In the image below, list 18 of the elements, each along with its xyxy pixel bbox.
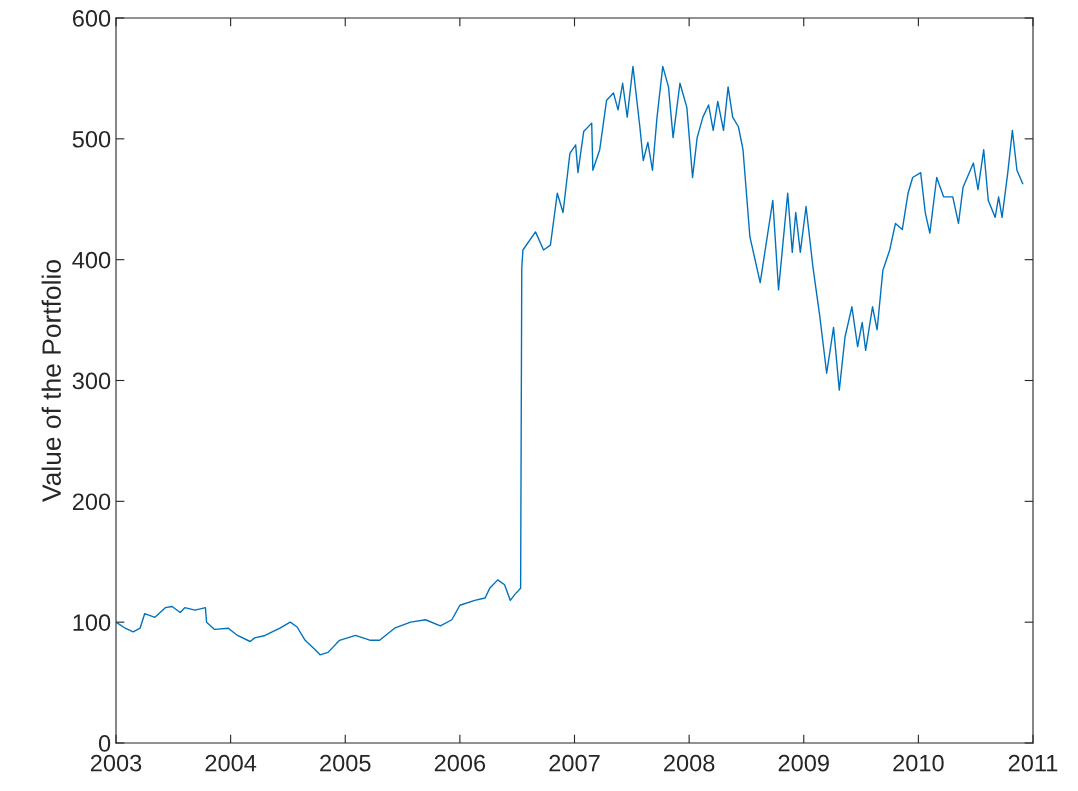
- x-tick-label: 2011: [1008, 754, 1058, 772]
- y-tick-label: 100: [73, 614, 111, 631]
- x-tick-label: 2010: [893, 754, 944, 772]
- y-tick-label: 400: [72, 251, 111, 269]
- y-tick-label: 300: [72, 372, 111, 390]
- y-tick-label: 200: [72, 493, 111, 511]
- y-tick-label: 0: [98, 735, 111, 752]
- x-tick-label: 2007: [549, 754, 600, 772]
- x-tick-label: 2004: [205, 754, 257, 772]
- y-axis-title: Value of the Portfolio: [41, 260, 61, 502]
- line-series: [116, 65, 1024, 656]
- x-tick-label: 2006: [434, 754, 486, 772]
- x-tick-label: 2003: [90, 754, 142, 772]
- x-tick-label: 2005: [320, 754, 371, 772]
- x-tick-label: 2009: [778, 754, 829, 772]
- y-tick-label: 600: [72, 10, 111, 27]
- x-tick-label: 2008: [664, 754, 715, 772]
- y-tick-label: 500: [72, 130, 111, 148]
